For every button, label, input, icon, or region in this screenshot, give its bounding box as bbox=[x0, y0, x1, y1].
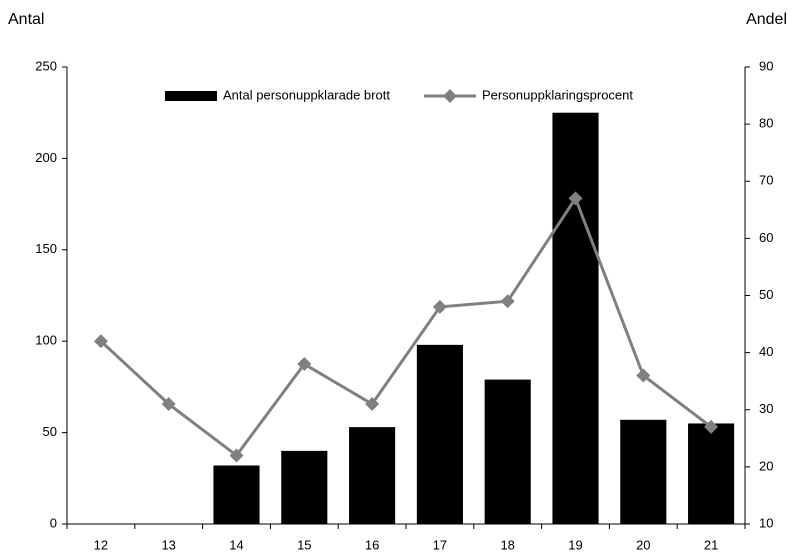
bar bbox=[552, 112, 599, 524]
x-tick-label: 16 bbox=[365, 537, 379, 552]
legend-label: Personuppklaringsprocent bbox=[482, 87, 633, 102]
bar bbox=[281, 450, 328, 524]
line-marker bbox=[365, 397, 380, 412]
bar bbox=[688, 423, 735, 524]
x-tick-label: 14 bbox=[229, 537, 243, 552]
bar bbox=[416, 344, 463, 524]
y-tick-label: 100 bbox=[35, 333, 57, 348]
y-tick-label: 150 bbox=[35, 241, 57, 256]
x-tick-label: 21 bbox=[704, 537, 718, 552]
line-marker bbox=[568, 191, 583, 206]
y-tick-label: 0 bbox=[50, 515, 57, 530]
y-tick-label: 250 bbox=[35, 58, 57, 73]
line-marker bbox=[636, 368, 651, 383]
bar bbox=[620, 419, 667, 524]
x-tick-label: 20 bbox=[636, 537, 650, 552]
line-marker bbox=[500, 294, 515, 309]
x-tick-label: 15 bbox=[297, 537, 311, 552]
x-tick-label: 13 bbox=[161, 537, 175, 552]
x-tick-label: 12 bbox=[94, 537, 108, 552]
bar bbox=[349, 427, 396, 524]
line-marker bbox=[161, 397, 176, 412]
bar bbox=[213, 465, 260, 524]
y-axis-label: Antal bbox=[8, 11, 44, 28]
legend-label: Antal personuppklarade brott bbox=[223, 87, 390, 102]
y-tick-label: 50 bbox=[43, 424, 57, 439]
line-marker bbox=[229, 448, 244, 463]
line-marker bbox=[93, 334, 108, 349]
y2-axis-label: Andel bbox=[746, 11, 787, 28]
y2-tick-label: 80 bbox=[759, 116, 773, 131]
x-tick-label: 17 bbox=[433, 537, 447, 552]
y2-tick-label: 20 bbox=[759, 458, 773, 473]
y2-tick-label: 60 bbox=[759, 230, 773, 245]
y2-tick-label: 10 bbox=[759, 515, 773, 530]
line-marker bbox=[297, 357, 312, 372]
y2-tick-label: 30 bbox=[759, 401, 773, 416]
legend-swatch bbox=[165, 91, 217, 101]
legend-marker bbox=[442, 89, 457, 103]
line-marker bbox=[704, 419, 719, 434]
bar bbox=[484, 379, 531, 524]
y2-tick-label: 90 bbox=[759, 58, 773, 73]
y-tick-label: 200 bbox=[35, 150, 57, 165]
y2-tick-label: 40 bbox=[759, 344, 773, 359]
x-tick-label: 18 bbox=[500, 537, 514, 552]
y2-tick-label: 50 bbox=[759, 287, 773, 302]
x-tick-label: 19 bbox=[568, 537, 582, 552]
y2-tick-label: 70 bbox=[759, 173, 773, 188]
line-marker bbox=[432, 299, 447, 314]
line bbox=[99, 195, 713, 458]
